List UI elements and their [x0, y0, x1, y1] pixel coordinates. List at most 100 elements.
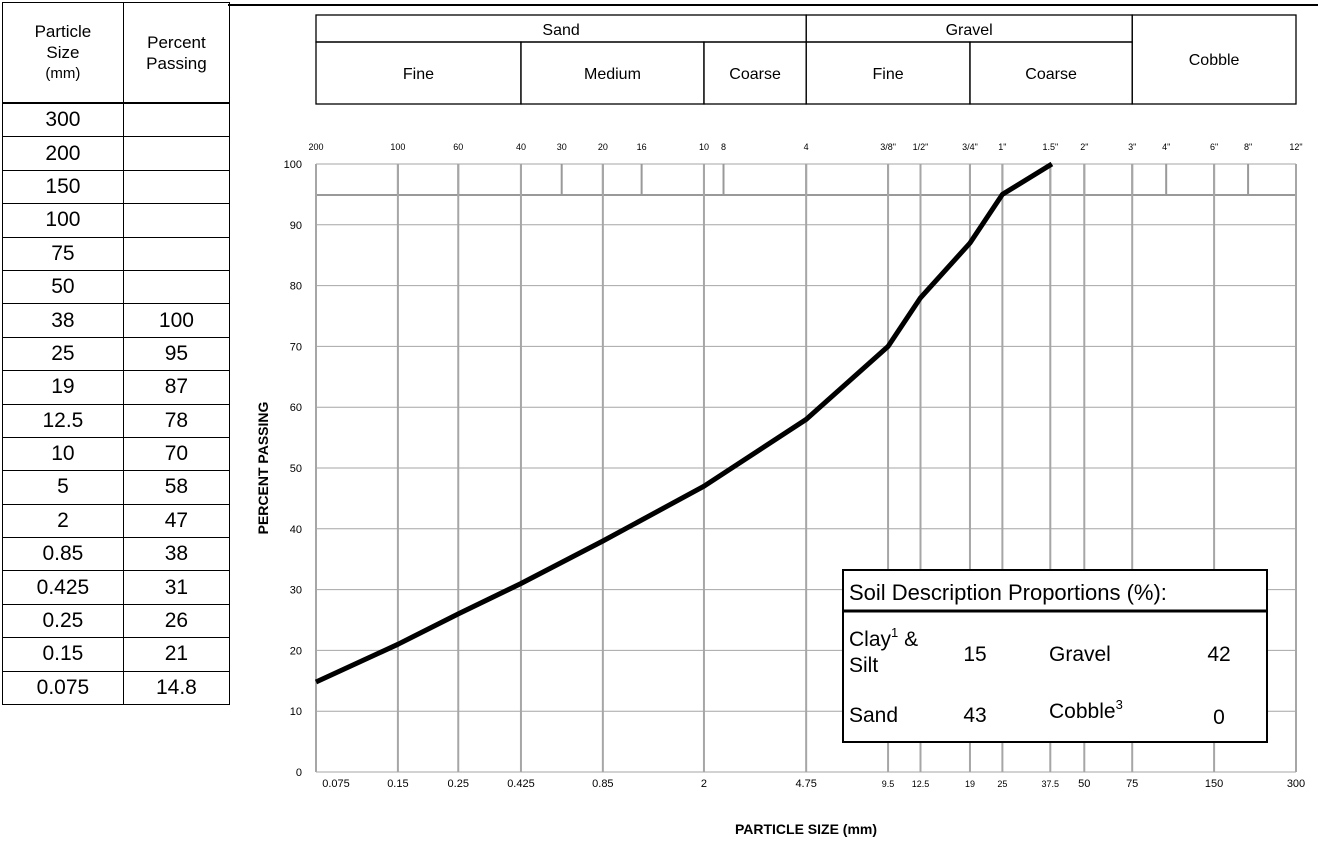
sieve-label: 60 [453, 142, 463, 152]
particle-size-cell: 100 [2, 203, 124, 238]
sieve-label: 12" [1289, 142, 1302, 152]
y-tick-label: 90 [290, 220, 302, 232]
silt-label: Silt [849, 654, 878, 677]
particle-size-header: Particle Size (mm) [2, 2, 124, 104]
proportions-box [842, 569, 1268, 743]
table-row: 75 [2, 236, 231, 271]
proportions-title: Soil Description Proportions (%): [849, 580, 1167, 605]
sieve-label: 1" [998, 142, 1006, 152]
clay-footnote: 1 [891, 625, 898, 640]
y-tick-label: 100 [284, 159, 302, 171]
table-row: 200 [2, 136, 231, 171]
soil-group-label: Sand [542, 22, 579, 39]
y-tick-label: 60 [290, 402, 302, 414]
soil-subgroup-label: Fine [403, 66, 434, 83]
x-tick-label: 19 [965, 779, 975, 789]
cobble-cell [1131, 14, 1297, 105]
sieve-label: 2" [1080, 142, 1088, 152]
percent-passing-header: Percent Passing [122, 2, 231, 104]
sand-value: 43 [963, 704, 986, 727]
sieve-label: 3/8" [880, 142, 896, 152]
x-tick-label: 12.5 [912, 779, 930, 789]
x-tick-label: 9.5 [882, 779, 895, 789]
sieve-label: 100 [390, 142, 405, 152]
sieve-label: 16 [637, 142, 647, 152]
percent-passing-cell [122, 203, 231, 238]
x-tick-label: 50 [1078, 778, 1090, 790]
table-body: 300 200 150 100 75 50 38 100 25 95 19 87 12.5 78 10 70 5… [2, 102, 231, 706]
percent-passing-cell: 58 [122, 470, 231, 505]
x-axis-title: PARTICLE SIZE (mm) [735, 821, 877, 837]
x-tick-label: 0.15 [387, 778, 408, 790]
cobble-value: 0 [1213, 706, 1225, 729]
sieve-label: 3" [1128, 142, 1136, 152]
x-tick-label: 4.75 [795, 778, 816, 790]
y-tick-label: 0 [296, 767, 302, 779]
sieve-label: 3/4" [962, 142, 978, 152]
sieve-label: 40 [516, 142, 526, 152]
x-tick-label: 25 [997, 779, 1007, 789]
x-tick-label: 75 [1126, 778, 1138, 790]
y-tick-label: 80 [290, 281, 302, 293]
header-size-line1: Particle [34, 22, 92, 41]
x-tick-label: 300 [1287, 778, 1305, 790]
gravel-value: 42 [1207, 643, 1230, 666]
clay-silt-label: Clay1 & [849, 625, 918, 651]
cobble-label: Cobble [1189, 52, 1240, 69]
particle-size-cell: 0.425 [2, 570, 124, 605]
percent-passing-cell: 14.8 [122, 670, 231, 706]
gravel-label: Gravel [1049, 643, 1111, 666]
table-row: 2 47 [2, 503, 231, 539]
y-tick-label: 30 [290, 585, 302, 597]
clay-ampersand: & [898, 628, 918, 651]
clay-label: Clay [849, 628, 892, 651]
percent-passing-cell [122, 269, 231, 305]
percent-passing-cell: 38 [122, 537, 231, 572]
percent-passing-cell: 21 [122, 637, 231, 672]
gradation-table: Particle Size (mm) Percent Passing 300 20… [2, 2, 231, 706]
particle-size-cell: 12.5 [2, 403, 124, 438]
x-tick-label: 2 [701, 778, 707, 790]
particle-size-cell: 2 [2, 503, 124, 539]
sieve-label: 4" [1162, 142, 1170, 152]
sieve-label: 1/2" [913, 142, 929, 152]
soil-group-label: Gravel [946, 22, 993, 39]
table-header-row: Particle Size (mm) Percent Passing [2, 2, 231, 104]
soil-subgroup-label: Fine [873, 66, 904, 83]
sieve-label: 8" [1244, 142, 1252, 152]
top-frame-line [228, 4, 1318, 6]
x-tick-label: 0.075 [322, 778, 350, 790]
table-row: 12.5 78 [2, 403, 231, 438]
cobble-text: Cobble [1049, 700, 1116, 723]
gradation-curve [314, 161, 1054, 685]
x-tick-label: 0.25 [448, 778, 469, 790]
header-size-unit: (mm) [45, 65, 81, 82]
particle-size-cell: 5 [2, 470, 124, 505]
percent-passing-cell: 31 [122, 570, 231, 605]
header-pass-line2: Passing [146, 53, 207, 73]
percent-passing-cell: 100 [122, 303, 231, 338]
x-tick-label: 0.425 [507, 778, 535, 790]
sand-label: Sand [849, 704, 898, 727]
soil-subgroup-label: Coarse [1025, 66, 1077, 83]
y-tick-label: 10 [290, 706, 302, 718]
percent-passing-cell: 70 [122, 436, 231, 472]
y-tick-label: 20 [290, 645, 302, 657]
x-tick-label: 150 [1205, 778, 1223, 790]
y-tick-label: 70 [290, 341, 302, 353]
particle-size-cell: 0.075 [2, 670, 124, 706]
percent-passing-cell [122, 102, 231, 138]
y-tick-label: 40 [290, 524, 302, 536]
x-tick-label: 0.85 [592, 778, 613, 790]
particle-size-cell: 200 [2, 136, 124, 171]
particle-size-cell: 38 [2, 303, 124, 338]
table-row: 19 87 [2, 370, 231, 405]
cobble-footnote: 3 [1116, 697, 1123, 712]
table-row: 100 [2, 203, 231, 238]
table-row: 300 [2, 102, 231, 138]
table-row: 5 58 [2, 470, 231, 505]
cobble-prop-label: Cobble3 [1049, 697, 1123, 723]
percent-passing-cell [122, 136, 231, 171]
sieve-label: 4 [804, 142, 809, 152]
